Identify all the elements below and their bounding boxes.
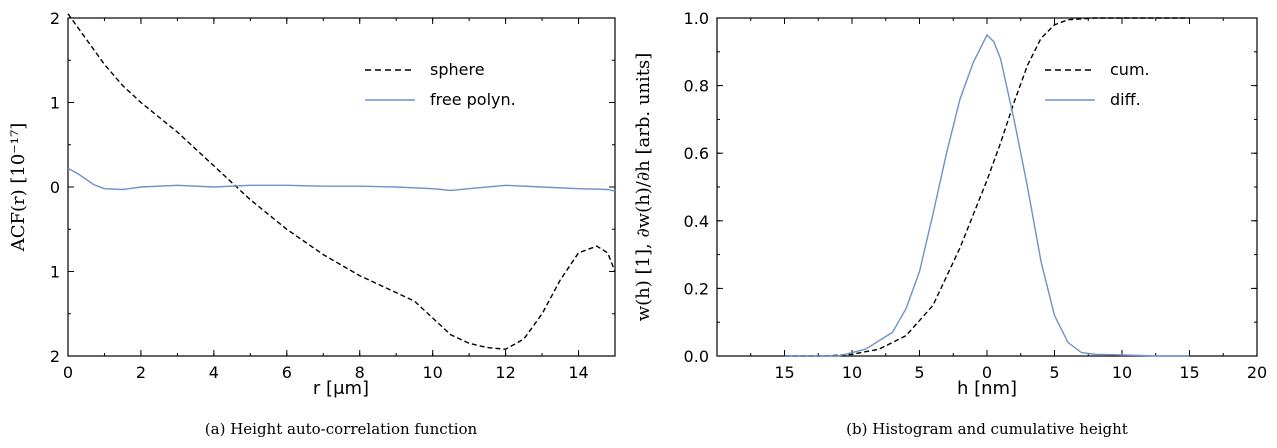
acf-x-tick-label: 6: [282, 363, 292, 382]
acf-x-tick-label: 14: [568, 363, 588, 382]
acf-caption: (a) Height auto-correlation function: [205, 420, 478, 438]
histogram-y-tick-label: 0.0: [684, 347, 709, 366]
histogram-y-tick-label: 0.6: [684, 144, 709, 163]
acf-legend-sphere-label: sphere: [430, 60, 485, 79]
histogram-legend-cum-label: cum.: [1110, 60, 1150, 79]
acf-x-tick-label: 10: [422, 363, 442, 382]
histogram-plot-frame: [716, 17, 1258, 357]
acf-y-tick-label: 0: [50, 178, 60, 197]
acf-x-tick-label: 2: [136, 363, 146, 382]
acf-y-tick-label: 2: [50, 9, 60, 28]
histogram-caption: (b) Histogram and cumulative height: [846, 420, 1128, 438]
acf-series-lines: [67, 13, 616, 350]
histogram-x-tick-label: 5: [914, 363, 924, 382]
histogram-x-axis-label: h [nm]: [957, 378, 1017, 399]
acf-x-tick-label: 0: [63, 363, 73, 382]
histogram-y-tick-label: 0.8: [684, 77, 709, 96]
histogram-y-tick-label: 0.2: [684, 279, 709, 298]
histogram-x-tick-label: 5: [1049, 363, 1059, 382]
acf-x-tick-label: 4: [209, 363, 219, 382]
acf-y-tick-label: 1: [50, 94, 60, 113]
histogram-x-tick-label: 15: [774, 363, 794, 382]
acf-series-free-polyn-line: [67, 167, 616, 192]
histogram-y-tick-label: 0.4: [684, 212, 709, 231]
histogram-series-diff-line: [784, 34, 1190, 357]
histogram-x-tick-label: 20: [1247, 363, 1267, 382]
histogram-y-axis-label: w(h) [1], ∂w(h)/∂h [arb. units]: [633, 53, 654, 322]
histogram-x-tick-label: 10: [1112, 363, 1132, 382]
histogram-panel: 15 10 5 0 5 10 15 20 0.0 0.2 0.4 0.6 0.8 1.0 cum. diff…: [633, 9, 1267, 438]
histogram-legend-diff-label: diff.: [1110, 90, 1141, 109]
acf-series-sphere-line: [67, 13, 616, 350]
histogram-y-tick-label: 1.0: [684, 9, 709, 28]
histogram-ticks: 15 10 5 0 5 10 15 20 0.0 0.2 0.4 0.6 0.8 1.0: [684, 9, 1268, 382]
acf-y-axis-label: ACF(r) [10⁻¹⁷]: [8, 123, 29, 253]
histogram-x-tick-label: 10: [842, 363, 862, 382]
acf-y-tick-label: 2: [50, 347, 60, 366]
histogram-x-tick-label: 0: [982, 363, 992, 382]
acf-x-tick-label: 8: [355, 363, 365, 382]
histogram-series-lines: [784, 17, 1190, 357]
histogram-legend: cum. diff.: [1045, 60, 1150, 109]
acf-legend: sphere free polyn.: [365, 60, 516, 109]
acf-legend-free-polyn-label: free polyn.: [430, 90, 516, 109]
acf-x-tick-label: 12: [495, 363, 515, 382]
acf-x-axis-label: r [μm]: [313, 378, 369, 399]
histogram-series-cum-line: [784, 17, 1190, 357]
histogram-x-tick-label: 15: [1179, 363, 1199, 382]
acf-y-tick-label: 1: [50, 263, 60, 282]
